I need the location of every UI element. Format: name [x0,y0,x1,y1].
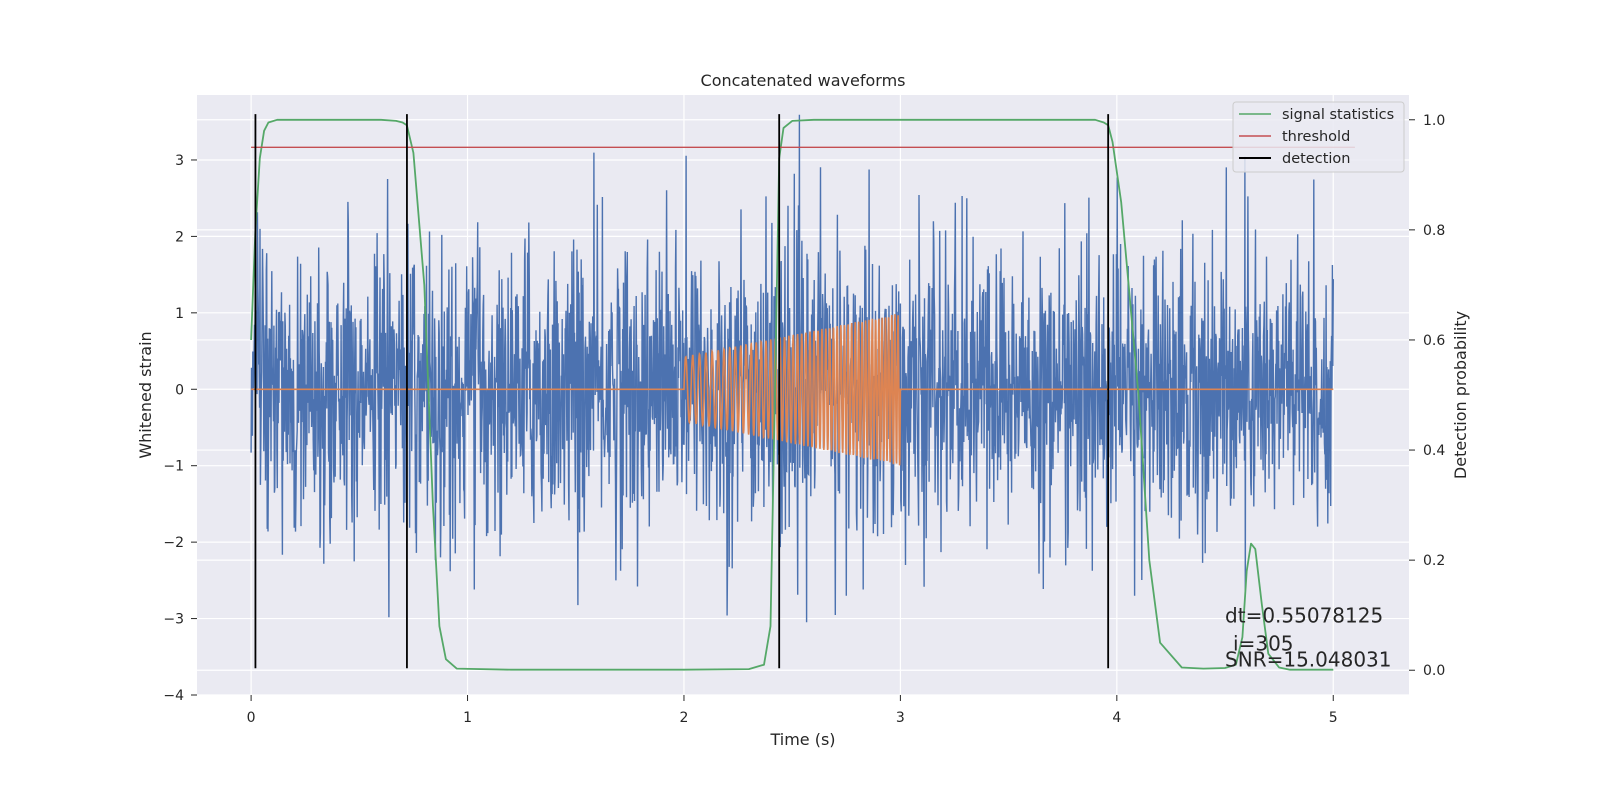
y-tick-label: 2 [175,229,184,245]
y-tick-label: −3 [163,612,184,628]
x-tick-label: 2 [680,710,689,726]
x-tick-label: 0 [247,710,256,726]
y-axis-left: −4 −3 −2 −1 0 1 2 3 [163,153,197,704]
y2-tick-label: 0.2 [1423,553,1445,569]
y2-tick-label: 0.0 [1423,663,1445,679]
y-tick-label: 3 [175,153,184,169]
series-line-strain [250,114,1334,623]
y2-tick-label: 1.0 [1423,113,1445,129]
y-axis-right: 0.0 0.2 0.4 0.6 0.8 1.0 [1409,113,1445,679]
y2-axis-label: Detection probability [1451,311,1470,479]
legend-label: detection [1282,151,1350,167]
x-tick-label: 5 [1329,710,1338,726]
legend-label: threshold [1282,129,1350,145]
series-layer [250,114,1355,671]
legend-frame [1232,101,1405,173]
y2-tick-label: 0.6 [1423,333,1445,349]
annotation: dt=0.55078125 i=305 SNR=15.048031 [1225,604,1391,672]
series-line-signal-statistics [250,118,1334,671]
annotation-dt: dt=0.55078125 [1225,604,1383,628]
x-axis-label: Time (s) [769,730,835,749]
y-tick-label: 1 [175,306,184,322]
y2-tick-label: 0.4 [1423,443,1445,459]
y-tick-label: −1 [163,459,184,475]
series-line-template [251,314,1334,466]
legend-label: signal statistics [1282,107,1394,123]
x-tick-label: 1 [463,710,472,726]
x-tick-label: 3 [896,710,905,726]
annotation-snr: SNR=15.048031 [1225,648,1391,672]
x-axis: 0 1 2 3 4 5 [247,695,1338,726]
y-tick-label: −4 [163,688,184,704]
chart-title: Concatenated waveforms [701,71,906,90]
x-tick-label: 4 [1112,710,1121,726]
y-tick-label: −2 [163,535,184,551]
y-tick-label: 0 [175,382,184,398]
legend: signal statistics threshold detection [1232,101,1405,173]
annotation-index: i=305 [1233,632,1294,656]
y-axis-label: Whitened strain [136,331,155,458]
y2-tick-label: 0.8 [1423,223,1445,239]
